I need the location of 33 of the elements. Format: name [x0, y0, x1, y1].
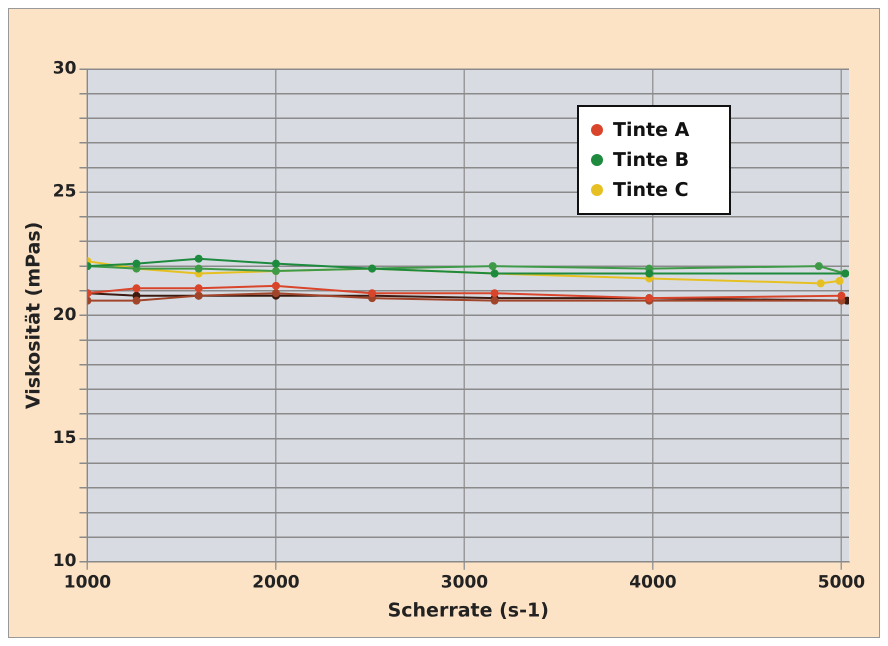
legend-label: Tinte B — [613, 149, 690, 171]
point — [272, 260, 280, 268]
y-tick-label: 10 — [52, 551, 77, 572]
point — [490, 289, 499, 298]
point — [368, 289, 376, 298]
point — [837, 292, 846, 300]
point — [194, 264, 203, 273]
x-tick-label: 2000 — [252, 572, 300, 592]
x-tick-label: 3000 — [440, 572, 488, 592]
x-axis-title: Scherrate (s-1) — [388, 600, 549, 622]
point — [132, 260, 140, 268]
point — [814, 262, 823, 270]
point — [194, 284, 203, 292]
point — [132, 284, 140, 292]
point — [836, 276, 844, 285]
point — [194, 254, 203, 263]
x-tick-label: 5000 — [818, 572, 866, 592]
point — [645, 270, 654, 278]
point — [272, 282, 280, 290]
point — [272, 289, 280, 298]
point — [816, 279, 825, 288]
point — [132, 296, 140, 305]
y-tick-label: 20 — [52, 304, 77, 325]
point — [490, 296, 499, 305]
legend-label: Tinte A — [613, 119, 690, 141]
y-tick-label: 25 — [52, 182, 76, 202]
point — [488, 262, 497, 270]
y-tick-label: 15 — [52, 428, 76, 448]
x-tick-label: 1000 — [64, 572, 112, 592]
legend-label: Tinte C — [613, 179, 689, 201]
y-axis-title: Viskosität (mPas) — [22, 222, 44, 410]
y-tick-label: 30 — [52, 58, 77, 78]
x-tick-label: 4000 — [629, 572, 677, 592]
